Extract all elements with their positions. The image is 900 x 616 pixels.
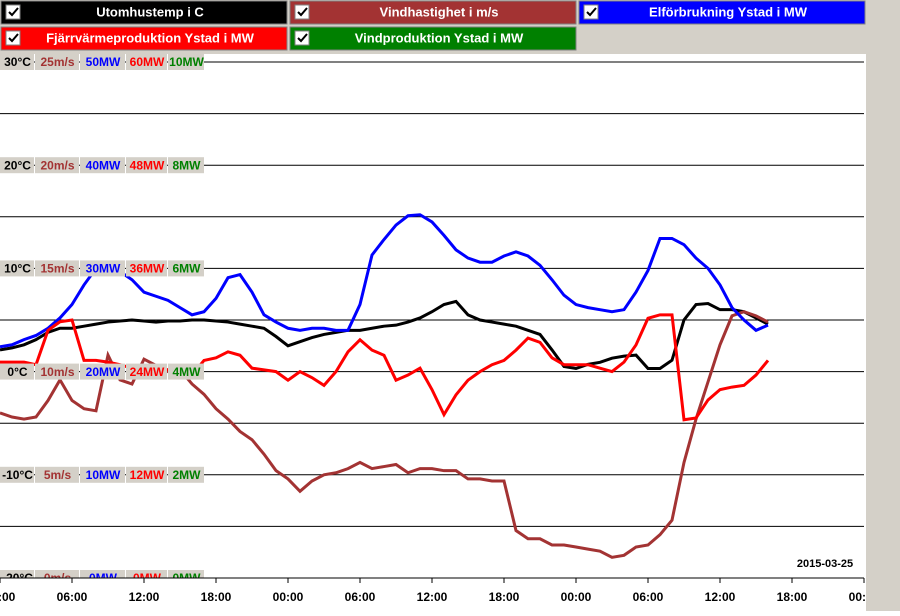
y-tick-label-box [168,54,204,70]
checkmark [297,7,308,17]
y-tick-label-box [126,466,167,483]
legend-box[interactable] [0,0,288,25]
legend-checkbox[interactable] [583,4,599,20]
y-tick-label: 15m/s [40,262,74,276]
x-tick-label: 12:00 [417,590,448,604]
legend-label: Fjärrvärmeproduktion Ystad i MW [46,30,255,45]
legend-label: Utomhustemp i C [96,4,204,19]
series-line [0,310,769,559]
x-axis-band [0,578,866,611]
y-tick-label: 4MW [173,365,202,379]
y-tick-label-box [168,466,204,483]
y-tick-label: 20MW [86,365,121,379]
series-line [0,213,769,349]
y-tick-label-box [35,54,79,70]
x-tick-label: 18:00 [201,590,232,604]
y-tick-label-box [0,157,34,174]
legend-label: Vindproduktion Ystad i MW [355,30,524,45]
y-tick-label: 50MW [86,55,121,69]
y-tick-label: -10°C [2,468,33,482]
y-tick-label-box [0,363,34,380]
y-tick-label: 5m/s [44,468,72,482]
legend-checkbox[interactable] [294,4,310,20]
checkmark [297,33,308,43]
y-tick-label: 40MW [86,158,121,172]
x-tick-label: 00:00 [0,590,16,604]
y-tick-label-box [126,157,167,174]
legend-box[interactable] [289,0,577,25]
y-tick-label-box [0,54,34,70]
x-tick-label: 12:00 [705,590,736,604]
y-tick-label-box [168,363,204,380]
y-tick-label: 24MW [130,365,165,379]
legend-checkbox[interactable] [5,4,21,20]
y-tick-label-box [35,260,79,277]
y-tick-label: 8MW [173,158,202,172]
y-tick-label: 25m/s [40,55,74,69]
x-tick-label: 00:00 [561,590,592,604]
y-tick-label: 20m/s [40,158,74,172]
y-tick-label: 6MW [173,262,202,276]
y-tick-label-box [80,157,125,174]
y-tick-label: 48MW [130,158,165,172]
y-tick-label: 60MW [130,55,165,69]
y-tick-label-box [80,466,125,483]
series-line [0,299,769,371]
y-tick-label: 20°C [4,158,31,172]
y-tick-label-box [35,363,79,380]
x-tick-label: 12:00 [129,590,160,604]
y-tick-label-box [0,466,34,483]
legend-box[interactable] [289,26,577,51]
x-tick-label: 06:00 [633,590,664,604]
legend-checkbox[interactable] [294,30,310,46]
y-tick-label-box [35,466,79,483]
y-tick-label: 10°C [4,262,31,276]
checkmark [8,33,19,43]
x-tick-label: 18:00 [777,590,808,604]
y-tick-label: 30MW [86,262,121,276]
y-tick-label: 12MW [130,468,165,482]
y-tick-label-box [80,54,125,70]
legend-checkbox[interactable] [5,30,21,46]
checkmark [8,7,19,17]
y-tick-label-box [168,260,204,277]
x-tick-label: 06:00 [57,590,88,604]
y-tick-label-box [126,363,167,380]
date-annotation: 2015-03-25 [797,558,853,570]
y-tick-label: 2MW [173,468,202,482]
legend-label: Elförbrukning Ystad i MW [649,4,808,19]
legend-box[interactable] [0,26,288,51]
y-tick-label: 10m/s [40,365,74,379]
y-tick-label-box [126,54,167,70]
y-tick-label-box [80,260,125,277]
legend-label: Vindhastighet i m/s [380,4,499,19]
y-tick-label-box [35,157,79,174]
x-tick-label: 06:00 [345,590,376,604]
y-tick-label: 10MW [86,468,121,482]
y-tick-label: 30°C [4,55,31,69]
legend-box[interactable] [578,0,866,25]
checkmark [586,7,597,17]
y-tick-label-box [80,363,125,380]
y-tick-label-box [126,260,167,277]
y-tick-label-box [168,157,204,174]
side-panel [866,0,900,611]
x-tick-label: 00:00 [273,590,304,604]
x-tick-label: 18:00 [489,590,520,604]
y-tick-label: 10MW [169,55,204,69]
y-tick-label: 36MW [130,262,165,276]
y-tick-label-box [0,260,34,277]
y-tick-label: 0°C [7,365,27,379]
